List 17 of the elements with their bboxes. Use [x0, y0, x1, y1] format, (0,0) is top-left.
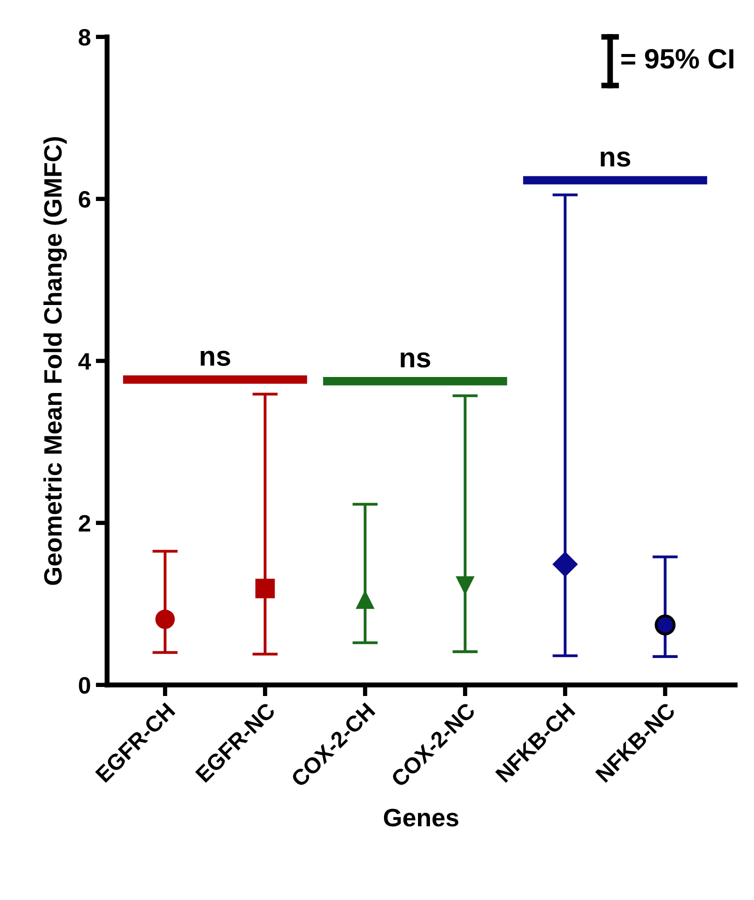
point — [255, 578, 275, 598]
x-axis-title: Genes — [384, 808, 458, 826]
y-axis-title: Geometric Mean Fold Change (GMFC) — [43, 137, 67, 585]
y-tick-label: 4 — [78, 353, 91, 370]
y-tick-label: 0 — [78, 676, 90, 694]
annotation: ns — [400, 352, 430, 368]
y-tick-label: 6 — [78, 190, 90, 208]
y-tick-label: 8 — [78, 28, 90, 46]
annotation: ns — [600, 151, 630, 167]
point — [356, 590, 374, 609]
point — [552, 552, 578, 577]
y-tick-label: 2 — [78, 514, 90, 532]
point — [654, 614, 676, 636]
point — [155, 610, 175, 630]
annotation: ns — [200, 350, 230, 366]
annotation: = 95% CI — [621, 48, 734, 69]
point — [456, 576, 474, 594]
